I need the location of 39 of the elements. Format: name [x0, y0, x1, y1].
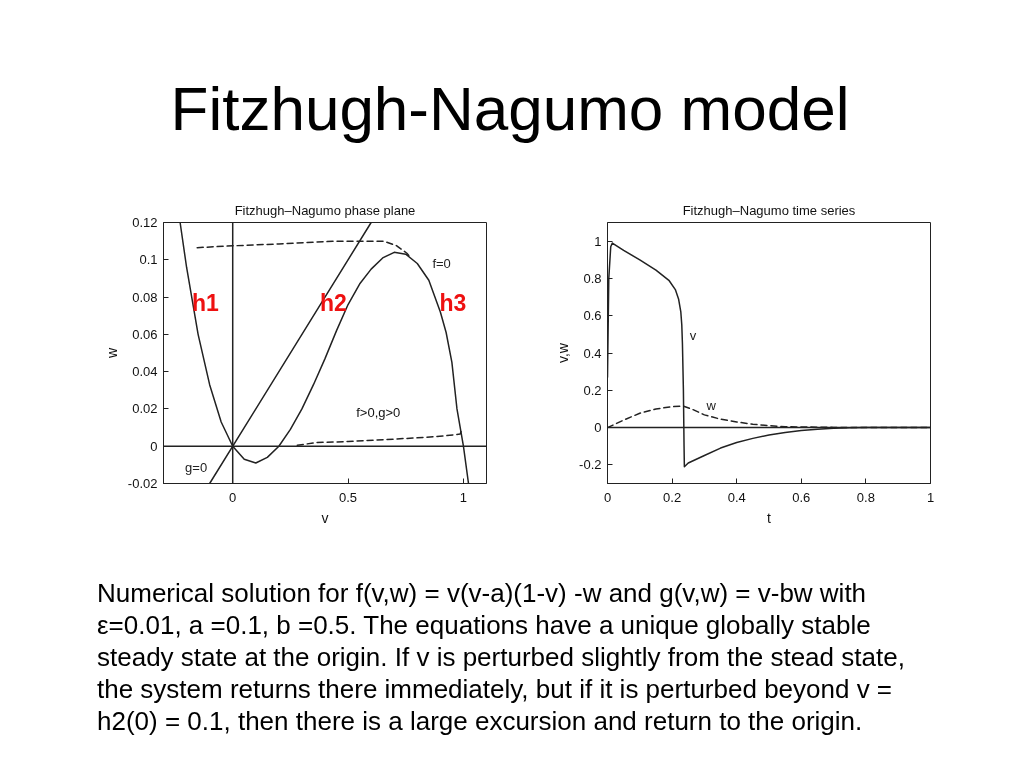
y-axis-title: w: [103, 347, 120, 360]
x-tick-label: 0.8: [856, 489, 875, 505]
text: Numerical solution for f(v,w) = v(v-a)(1-v) -w and g(v,w) = v-bw with ε=0.01, a =0.1, b =0.5. The equations have a unique globally stable steady state at the origin. If v is perturbed slightly from the stead state, the system returns there immediately, but if it is perturbed beyond v = h2(0) = 0.1, then there is a large excursion and return to the origin.: [97, 577, 906, 737]
series-label: g=0: [185, 460, 208, 476]
y-tick-label: 0: [150, 438, 158, 454]
annotation: f>0,g>0: [356, 405, 401, 421]
x-tick-label: 1: [926, 489, 935, 505]
y-tick-label: 0: [594, 420, 602, 436]
annotation: h1: [192, 289, 220, 316]
y-tick-label: 0.4: [583, 345, 602, 361]
x-axis-title: t: [767, 509, 772, 526]
series-label: v: [689, 327, 697, 343]
x-axis-title: v: [321, 509, 329, 526]
text: Fitzhugh-Nagumo model: [169, 73, 851, 145]
y-tick-label: 0.12: [132, 215, 158, 230]
y-tick-label: 0.08: [132, 289, 158, 305]
y-tick-label: -0.02: [127, 476, 158, 491]
x-tick-label: 0.5: [339, 489, 358, 505]
y-tick-label: 0.8: [583, 270, 602, 286]
chart-title: Fitzhugh–Nagumo time series: [682, 202, 856, 218]
x-tick-label: 1: [459, 489, 468, 505]
series-label: w: [705, 397, 717, 413]
y-axis-title: v,w: [555, 342, 572, 363]
x-tick-label: 0.4: [727, 489, 746, 505]
y-tick-label: 0.02: [132, 401, 158, 417]
y-tick-label: 0.04: [132, 364, 158, 380]
x-tick-label: 0.2: [663, 489, 682, 505]
x-tick-label: 0.6: [792, 489, 811, 505]
y-tick-label: 1: [594, 233, 602, 249]
y-tick-label: 0.2: [583, 382, 602, 398]
y-tick-label: 0.6: [583, 308, 602, 324]
annotation: h3: [439, 289, 467, 316]
y-tick-label: -0.2: [579, 457, 602, 473]
annotation: h2: [319, 289, 347, 316]
y-tick-label: 0.06: [132, 326, 158, 342]
series-label: f=0: [432, 255, 451, 271]
x-tick-label: 0: [229, 489, 237, 505]
y-tick-label: 0.1: [139, 252, 158, 268]
chart-title: Fitzhugh–Nagumo phase plane: [234, 202, 416, 218]
